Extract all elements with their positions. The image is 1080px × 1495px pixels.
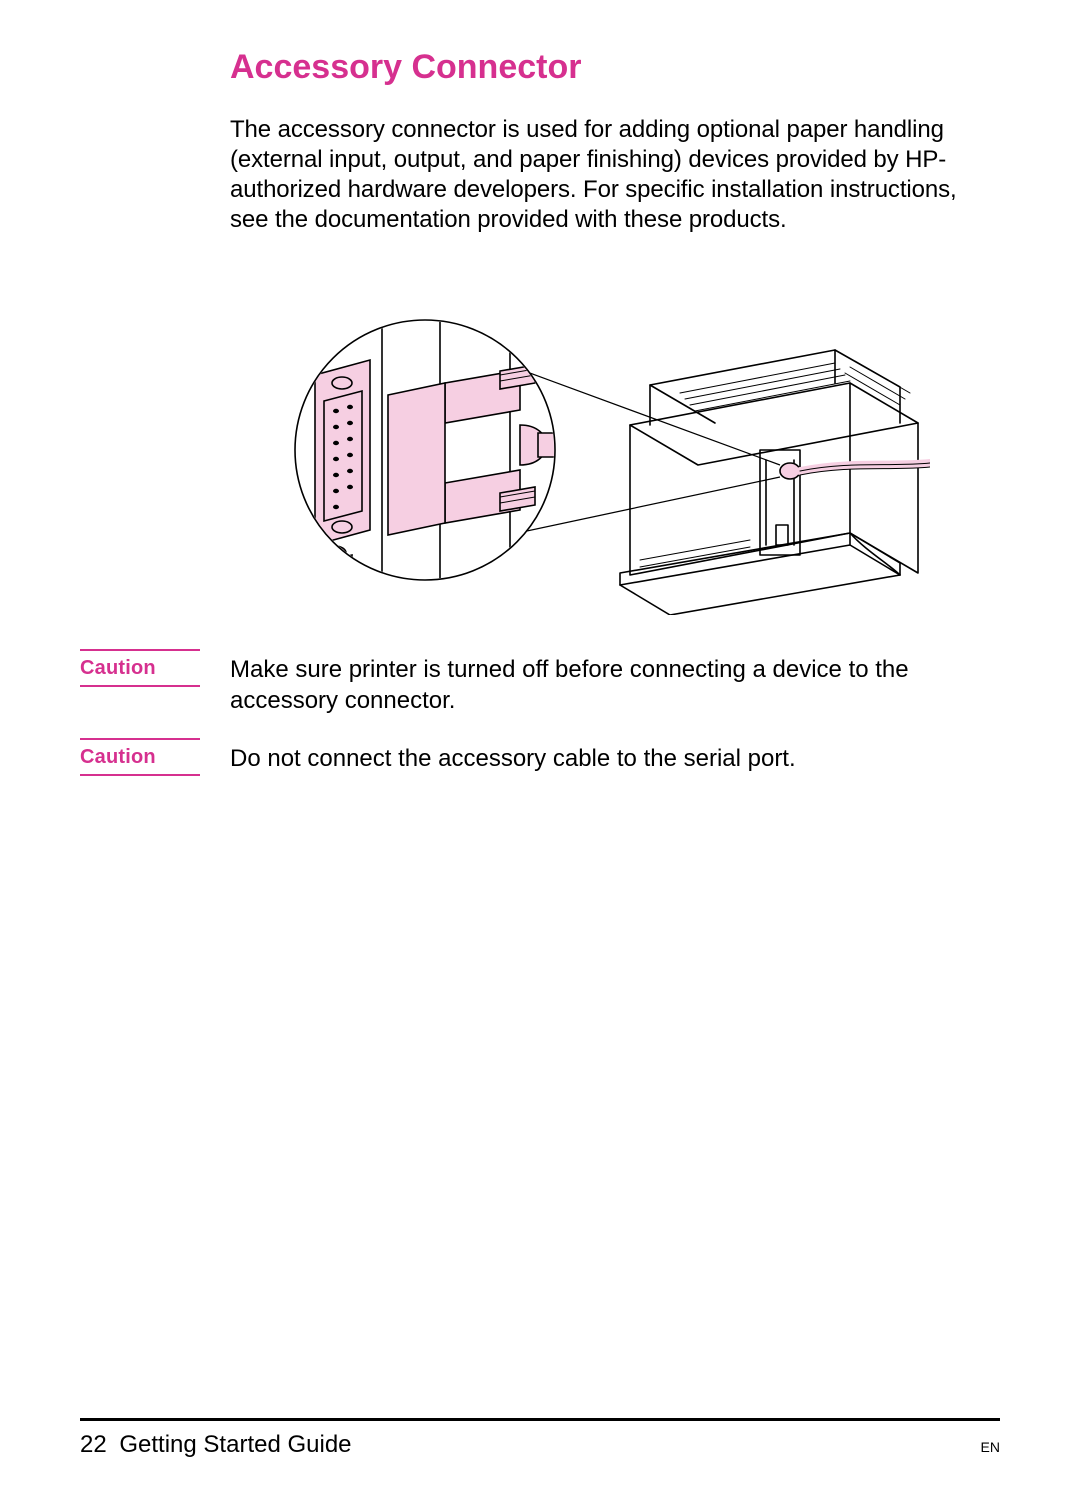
caution-label-column: Caution bbox=[80, 738, 230, 776]
document-page: Accessory Connector The accessory connec… bbox=[0, 0, 1080, 1495]
page-footer: 22 Getting Started Guide EN bbox=[80, 1418, 1000, 1459]
accessory-connector-figure bbox=[290, 275, 930, 615]
caution-row: Caution Make sure printer is turned off … bbox=[80, 649, 1000, 716]
figure-container bbox=[230, 275, 990, 615]
page-number: 22 bbox=[80, 1431, 107, 1459]
footer-line: 22 Getting Started Guide EN bbox=[80, 1431, 1000, 1459]
caution-text: Make sure printer is turned off before c… bbox=[230, 649, 1000, 716]
section-heading: Accessory Connector bbox=[230, 48, 1000, 87]
caution-label-column: Caution bbox=[80, 649, 230, 687]
caution-text: Do not connect the accessory cable to th… bbox=[230, 738, 796, 775]
footer-rule bbox=[80, 1418, 1000, 1421]
caution-row: Caution Do not connect the accessory cab… bbox=[80, 738, 1000, 776]
footer-title: Getting Started Guide bbox=[119, 1431, 351, 1458]
caution-label: Caution bbox=[80, 738, 200, 776]
footer-language: EN bbox=[981, 1439, 1000, 1455]
intro-paragraph: The accessory connector is used for addi… bbox=[230, 115, 990, 235]
footer-left: 22 Getting Started Guide bbox=[80, 1431, 352, 1459]
caution-label: Caution bbox=[80, 649, 200, 687]
